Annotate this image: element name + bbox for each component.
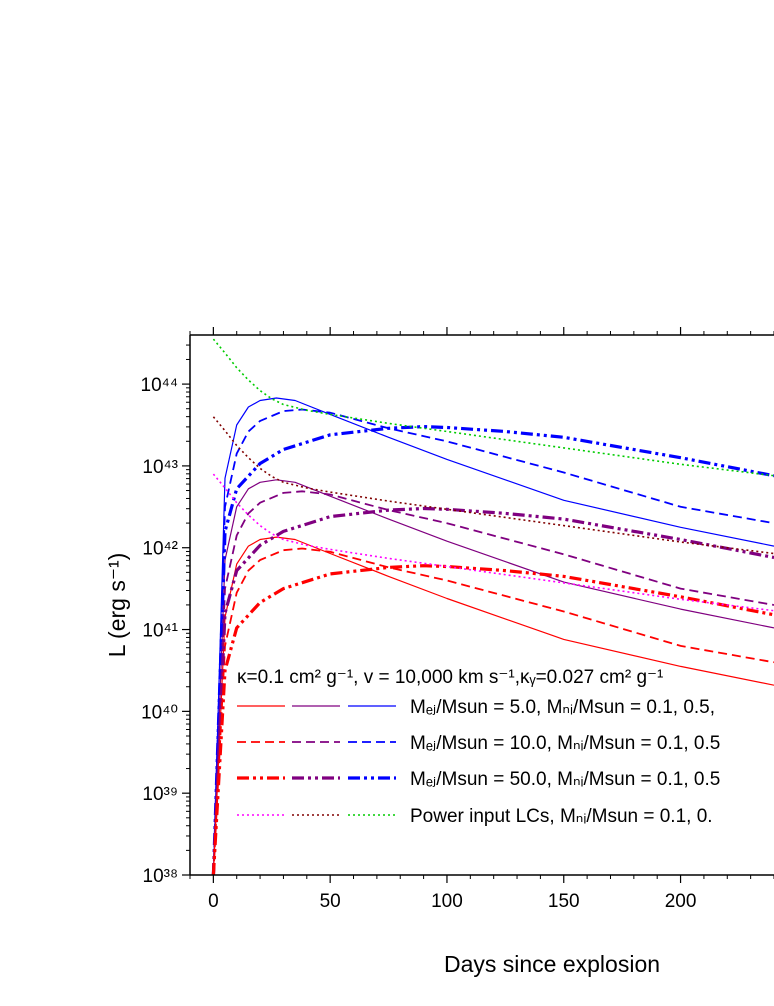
series-line-mej10-5 [212,547,774,875]
y-tick-label: 10⁴² [142,539,178,560]
x-axis-title: Days since explosion [444,951,660,977]
series-line-mej50-8 [211,564,774,875]
legend: κ=0.1 cm² g⁻¹, v = 10,000 km s⁻¹,κᵧ=0.02… [237,667,720,827]
y-tick-label: 10⁴¹ [142,621,178,642]
legend-header: κ=0.1 cm² g⁻¹, v = 10,000 km s⁻¹,κᵧ=0.02… [237,667,663,688]
x-tick-label: 150 [548,891,580,912]
legend-entry-label: Mₑⱼ/Msun = 5.0, Mₙᵢ/Msun = 0.1, 0.5, [410,697,715,718]
x-tick-label: 100 [431,891,463,912]
y-tick-label: 10³⁸ [143,866,178,887]
series-line-mej5-2 [212,536,774,875]
y-tick-label: 10⁴⁴ [141,375,178,396]
series-group [211,338,774,875]
series-line-mej50-6 [211,425,774,875]
legend-entry-label: Power input LCs, Mₙᵢ/Msun = 0.1, 0. [410,806,713,827]
x-tick-label: 50 [320,891,341,912]
x-tick-label: 200 [665,891,697,912]
y-axis-title: L (erg s⁻¹) [104,553,130,658]
y-tick-label: 10⁴⁰ [141,702,178,723]
series-line-mej50-7 [211,506,774,875]
series-line-mej10-4 [212,490,774,875]
series-line-power-10 [212,416,774,555]
legend-entry-label: Mₑⱼ/Msun = 10.0, Mₙᵢ/Msun = 0.1, 0.5 [410,733,720,754]
series-line-mej5-0 [212,397,774,875]
x-tick-label: 0 [208,891,219,912]
series-line-power-9 [212,338,774,477]
y-tick-label: 10³⁹ [142,784,178,805]
series-line-power-11 [212,473,774,612]
y-tick-label: 10⁴³ [142,457,178,478]
legend-entry-label: Mₑⱼ/Msun = 50.0, Mₙᵢ/Msun = 0.1, 0.5 [410,769,720,790]
